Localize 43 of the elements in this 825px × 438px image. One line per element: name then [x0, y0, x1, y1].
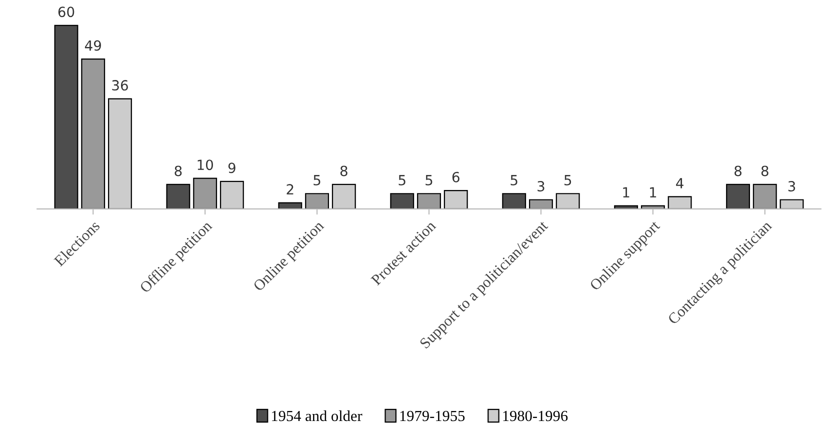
bar [193, 178, 218, 209]
data-label: 8 [340, 166, 348, 176]
data-label: 8 [734, 166, 742, 176]
bar [166, 184, 190, 209]
data-label: 5 [398, 175, 406, 186]
bar [726, 184, 750, 209]
data-label: 9 [228, 162, 236, 174]
bar [528, 199, 553, 209]
data-label: 4 [676, 178, 684, 188]
data-label: 6 [452, 172, 460, 182]
bar [108, 98, 132, 209]
bar [54, 24, 78, 209]
data-label: 3 [538, 180, 544, 192]
bar [305, 193, 330, 209]
bar [278, 202, 302, 209]
legend-label: 1980-1996 [503, 410, 568, 422]
data-label: 5 [314, 175, 320, 186]
bar [556, 193, 580, 209]
bar [668, 196, 692, 209]
legend-label: 1954 and older [272, 410, 362, 422]
data-label: 1 [650, 187, 656, 198]
data-label: 5 [426, 175, 432, 186]
data-label: 49 [84, 40, 101, 51]
bar [444, 190, 468, 209]
bar [502, 193, 526, 209]
bar [417, 193, 441, 209]
data-label: 5 [510, 175, 518, 186]
legend-label: 1979-1955 [400, 410, 465, 422]
data-label: 10 [198, 160, 213, 170]
data-label: 5 [564, 175, 572, 186]
bar [220, 180, 244, 209]
bar [81, 58, 106, 209]
bar [390, 193, 414, 209]
bar [332, 184, 356, 209]
data-label: 8 [761, 166, 768, 176]
bar [780, 199, 804, 209]
data-label: 2 [286, 184, 294, 194]
data-label: 8 [174, 166, 182, 176]
data-label: 36 [112, 80, 128, 91]
data-label: 60 [58, 6, 74, 18]
bar [752, 184, 777, 209]
data-label: 3 [788, 180, 796, 192]
data-label: 1 [623, 187, 630, 198]
